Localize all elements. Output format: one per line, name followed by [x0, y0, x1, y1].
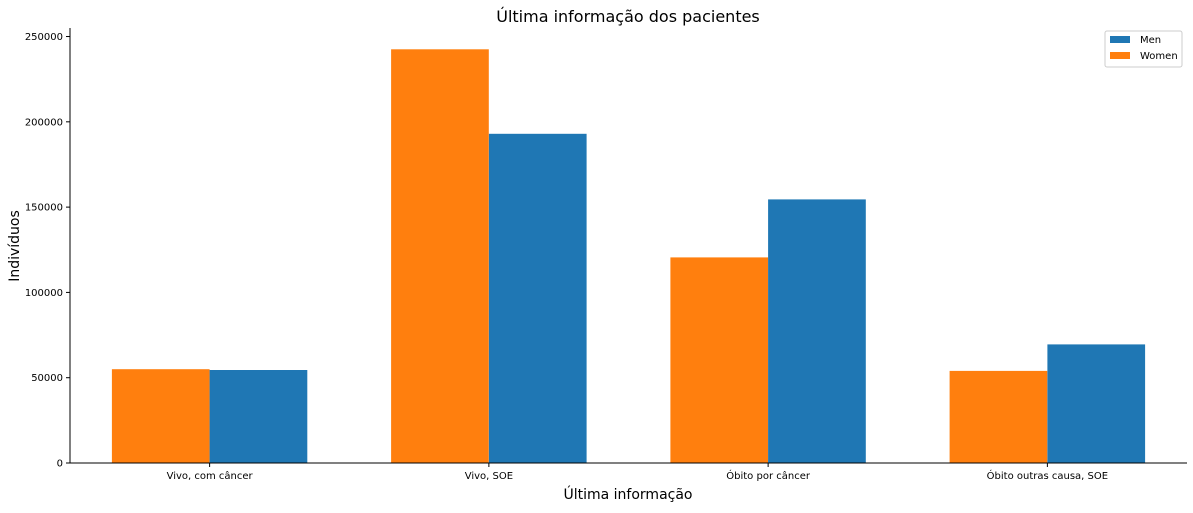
y-tick-label: 150000 — [25, 203, 63, 214]
y-tick-label: 200000 — [25, 117, 63, 128]
y-tick-label: 250000 — [25, 32, 63, 43]
y-tick-label: 0 — [57, 459, 63, 470]
ticks-layer: 0 50000 100000 150000 200000 250000 Vivo, com … — [25, 32, 1108, 482]
bars-layer — [111, 49, 1146, 464]
legend-swatch-women — [1110, 52, 1130, 59]
bar-women-4 — [949, 370, 1048, 463]
bar-men-3 — [768, 199, 866, 463]
legend: Men Women — [1104, 30, 1183, 68]
legend-label-men: Men — [1140, 35, 1161, 46]
axes-layer — [69, 28, 1187, 464]
bar-men-1 — [209, 370, 308, 463]
chart-title: Última informação dos pacientes — [496, 7, 760, 26]
bar-women-1 — [111, 369, 210, 463]
y-axis-title: Indivíduos — [7, 210, 23, 282]
x-tick-label: Óbito outras causa, SOE — [987, 469, 1108, 482]
legend-label-women: Women — [1140, 51, 1178, 62]
bar-women-3 — [670, 257, 769, 463]
y-tick-label: 100000 — [25, 288, 63, 299]
x-tick-label: Óbito por câncer — [726, 469, 811, 482]
bar-women-2 — [391, 49, 489, 464]
x-tick-label: Vivo, SOE — [465, 471, 513, 482]
x-tick-label: Vivo, com câncer — [167, 470, 254, 482]
x-axis-title: Última informação — [563, 485, 692, 503]
y-tick-label: 50000 — [31, 373, 63, 384]
legend-swatch-men — [1110, 36, 1130, 43]
bar-men-4 — [1047, 344, 1146, 463]
bar-men-2 — [488, 133, 587, 464]
